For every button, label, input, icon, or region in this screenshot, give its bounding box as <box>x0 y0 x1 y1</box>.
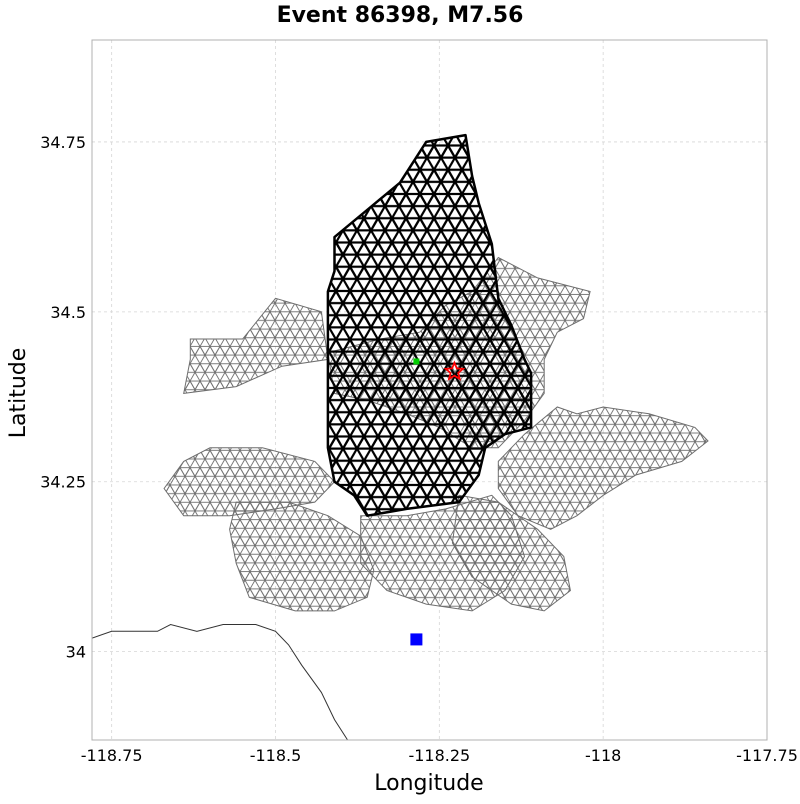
y-tick-labels: 34 34.25 34.5 34.75 <box>40 133 86 662</box>
x-tick-label: -118.5 <box>250 746 302 765</box>
y-tick-label: 34 <box>66 643 86 662</box>
rupture-patch <box>326 133 533 517</box>
y-tick-label: 34.75 <box>40 133 86 152</box>
fault-mesh-region <box>497 406 709 530</box>
fault-mesh-region <box>183 297 329 394</box>
x-tick-label: -118 <box>585 746 621 765</box>
x-tick-label: -117.75 <box>736 746 798 765</box>
plot-frame <box>91 39 768 741</box>
x-axis-label: Longitude <box>374 771 483 796</box>
x-tick-label: -118.75 <box>81 746 143 765</box>
rupture-patch-layer <box>326 133 533 517</box>
y-tick-label: 34.5 <box>50 303 86 322</box>
fault-mesh-region <box>229 501 375 612</box>
y-axis-label: Latitude <box>6 348 31 439</box>
chart-title: Event 86398, M7.56 <box>277 3 524 28</box>
y-tick-label: 34.25 <box>40 473 86 492</box>
marker-layer <box>410 358 466 646</box>
x-tick-label: -118.25 <box>408 746 470 765</box>
coastline-layer <box>92 623 349 740</box>
station-square-marker <box>410 633 423 646</box>
centroid-marker <box>413 358 420 365</box>
epicenter-star-marker <box>443 360 466 381</box>
x-tick-labels: -118.75 -118.5 -118.25 -118 -117.75 <box>81 746 798 765</box>
coastline <box>92 623 349 740</box>
fault-mesh-region <box>451 494 571 612</box>
